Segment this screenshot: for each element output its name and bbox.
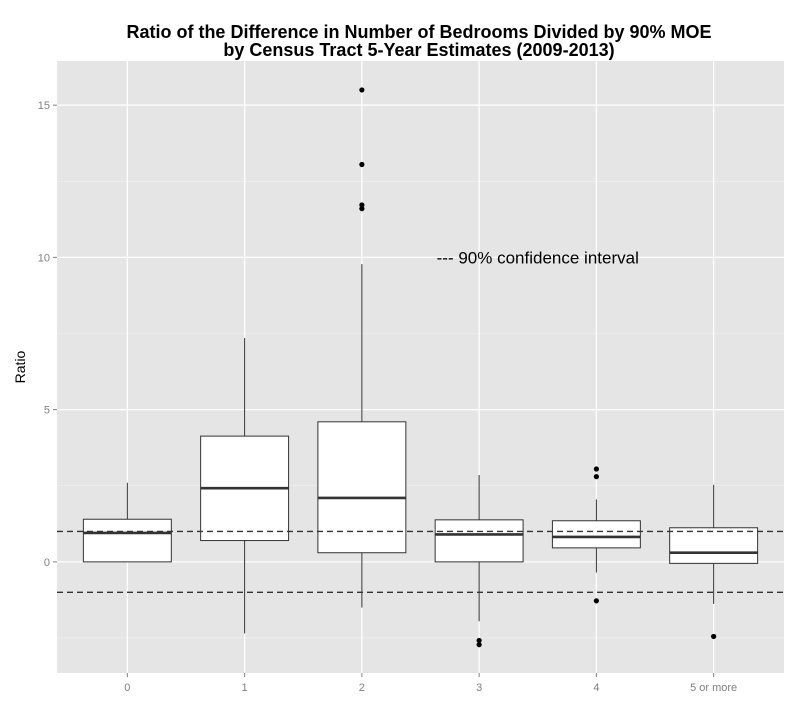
chart-title-line-2: by Census Tract 5-Year Estimates (2009-2… <box>223 40 614 60</box>
box-1 <box>200 338 290 634</box>
box-iqr <box>317 421 407 554</box>
x-tick-label: 5 or more <box>690 682 737 694</box>
y-axis-label: Ratio <box>12 350 28 383</box>
outlier-point <box>711 633 717 640</box>
box-4 <box>551 466 641 604</box>
outlier-point <box>593 598 599 604</box>
outlier-point <box>593 466 599 472</box>
outlier-point <box>359 87 365 93</box>
box-0 <box>82 482 172 563</box>
ticks-layer: 0 5 10 15 0 1 2 3 4 5 or more <box>38 100 737 694</box>
y-tick-label: 10 <box>38 252 50 264</box>
y-tick-label: 0 <box>44 557 50 569</box>
box-iqr <box>434 519 524 563</box>
reference-lines-layer <box>57 530 784 593</box>
box-iqr <box>551 520 641 549</box>
outlier-point <box>593 474 599 480</box>
outlier-point <box>359 206 365 212</box>
box-5-or-more <box>669 484 759 640</box>
chart-title-line-1: Ratio of the Difference in Number of Bed… <box>126 22 711 42</box>
y-tick-label: 5 <box>44 405 50 417</box>
box-iqr <box>669 527 759 564</box>
minor-gridlines <box>57 180 784 639</box>
outlier-point <box>359 161 365 168</box>
confidence-interval-annotation: --- 90% confidence interval <box>437 248 639 267</box>
outlier-point <box>476 642 482 648</box>
x-tick-label: 2 <box>359 682 365 694</box>
x-tick-label: 3 <box>476 682 482 694</box>
box-iqr <box>82 518 172 563</box>
y-tick-label: 15 <box>38 100 50 112</box>
x-tick-label: 1 <box>242 682 248 694</box>
x-tick-label: 0 <box>124 682 130 694</box>
outlier-point <box>359 202 365 208</box>
box-3 <box>434 475 524 648</box>
x-tick-label: 4 <box>593 682 599 694</box>
plot-panel <box>57 61 784 673</box>
outlier-point <box>476 637 482 644</box>
